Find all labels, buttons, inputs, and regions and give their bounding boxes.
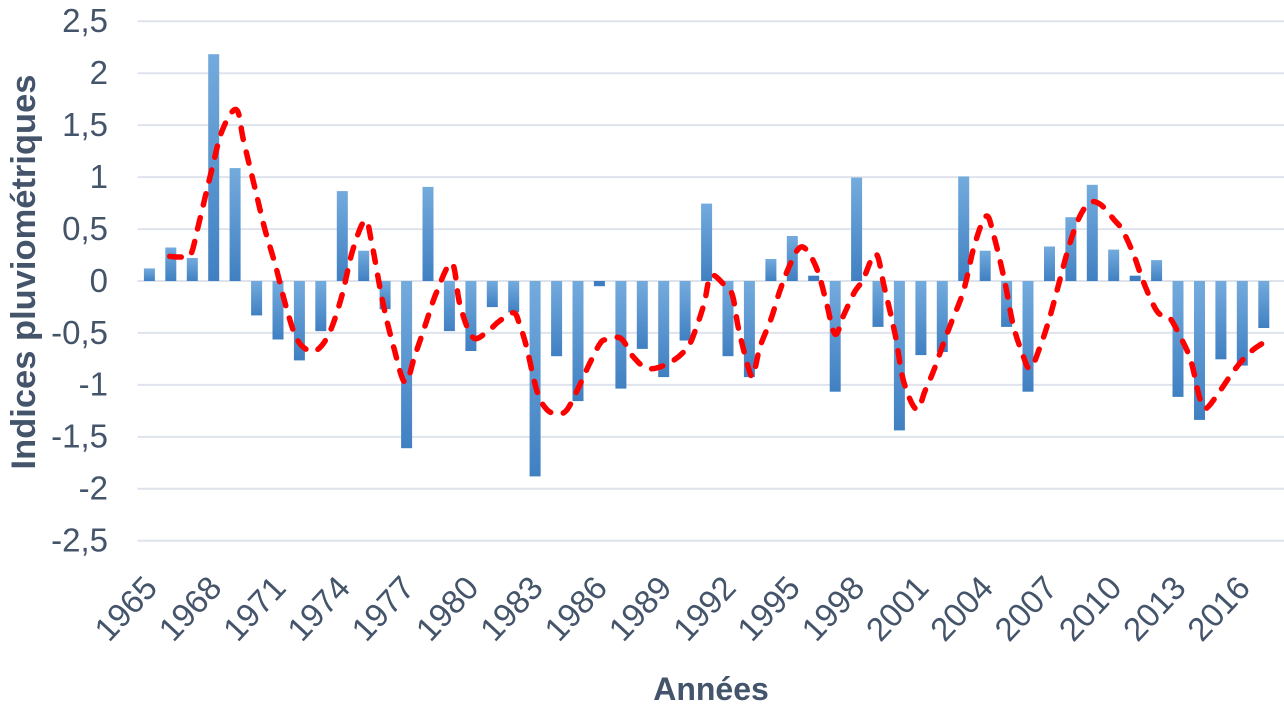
svg-text:Années: Années <box>653 671 769 707</box>
svg-text:0,5: 0,5 <box>62 210 108 247</box>
svg-text:-0,5: -0,5 <box>51 314 108 351</box>
svg-text:-2,5: -2,5 <box>51 522 108 559</box>
svg-text:2,5: 2,5 <box>62 2 108 39</box>
svg-text:1: 1 <box>90 158 108 195</box>
svg-text:Indices pluviométriques: Indices pluviométriques <box>5 75 43 470</box>
svg-text:1,5: 1,5 <box>62 106 108 143</box>
svg-text:-1,5: -1,5 <box>51 418 108 455</box>
svg-text:-2: -2 <box>79 470 108 507</box>
svg-text:0: 0 <box>90 262 108 299</box>
svg-text:-1: -1 <box>79 366 108 403</box>
svg-text:2: 2 <box>90 54 108 91</box>
